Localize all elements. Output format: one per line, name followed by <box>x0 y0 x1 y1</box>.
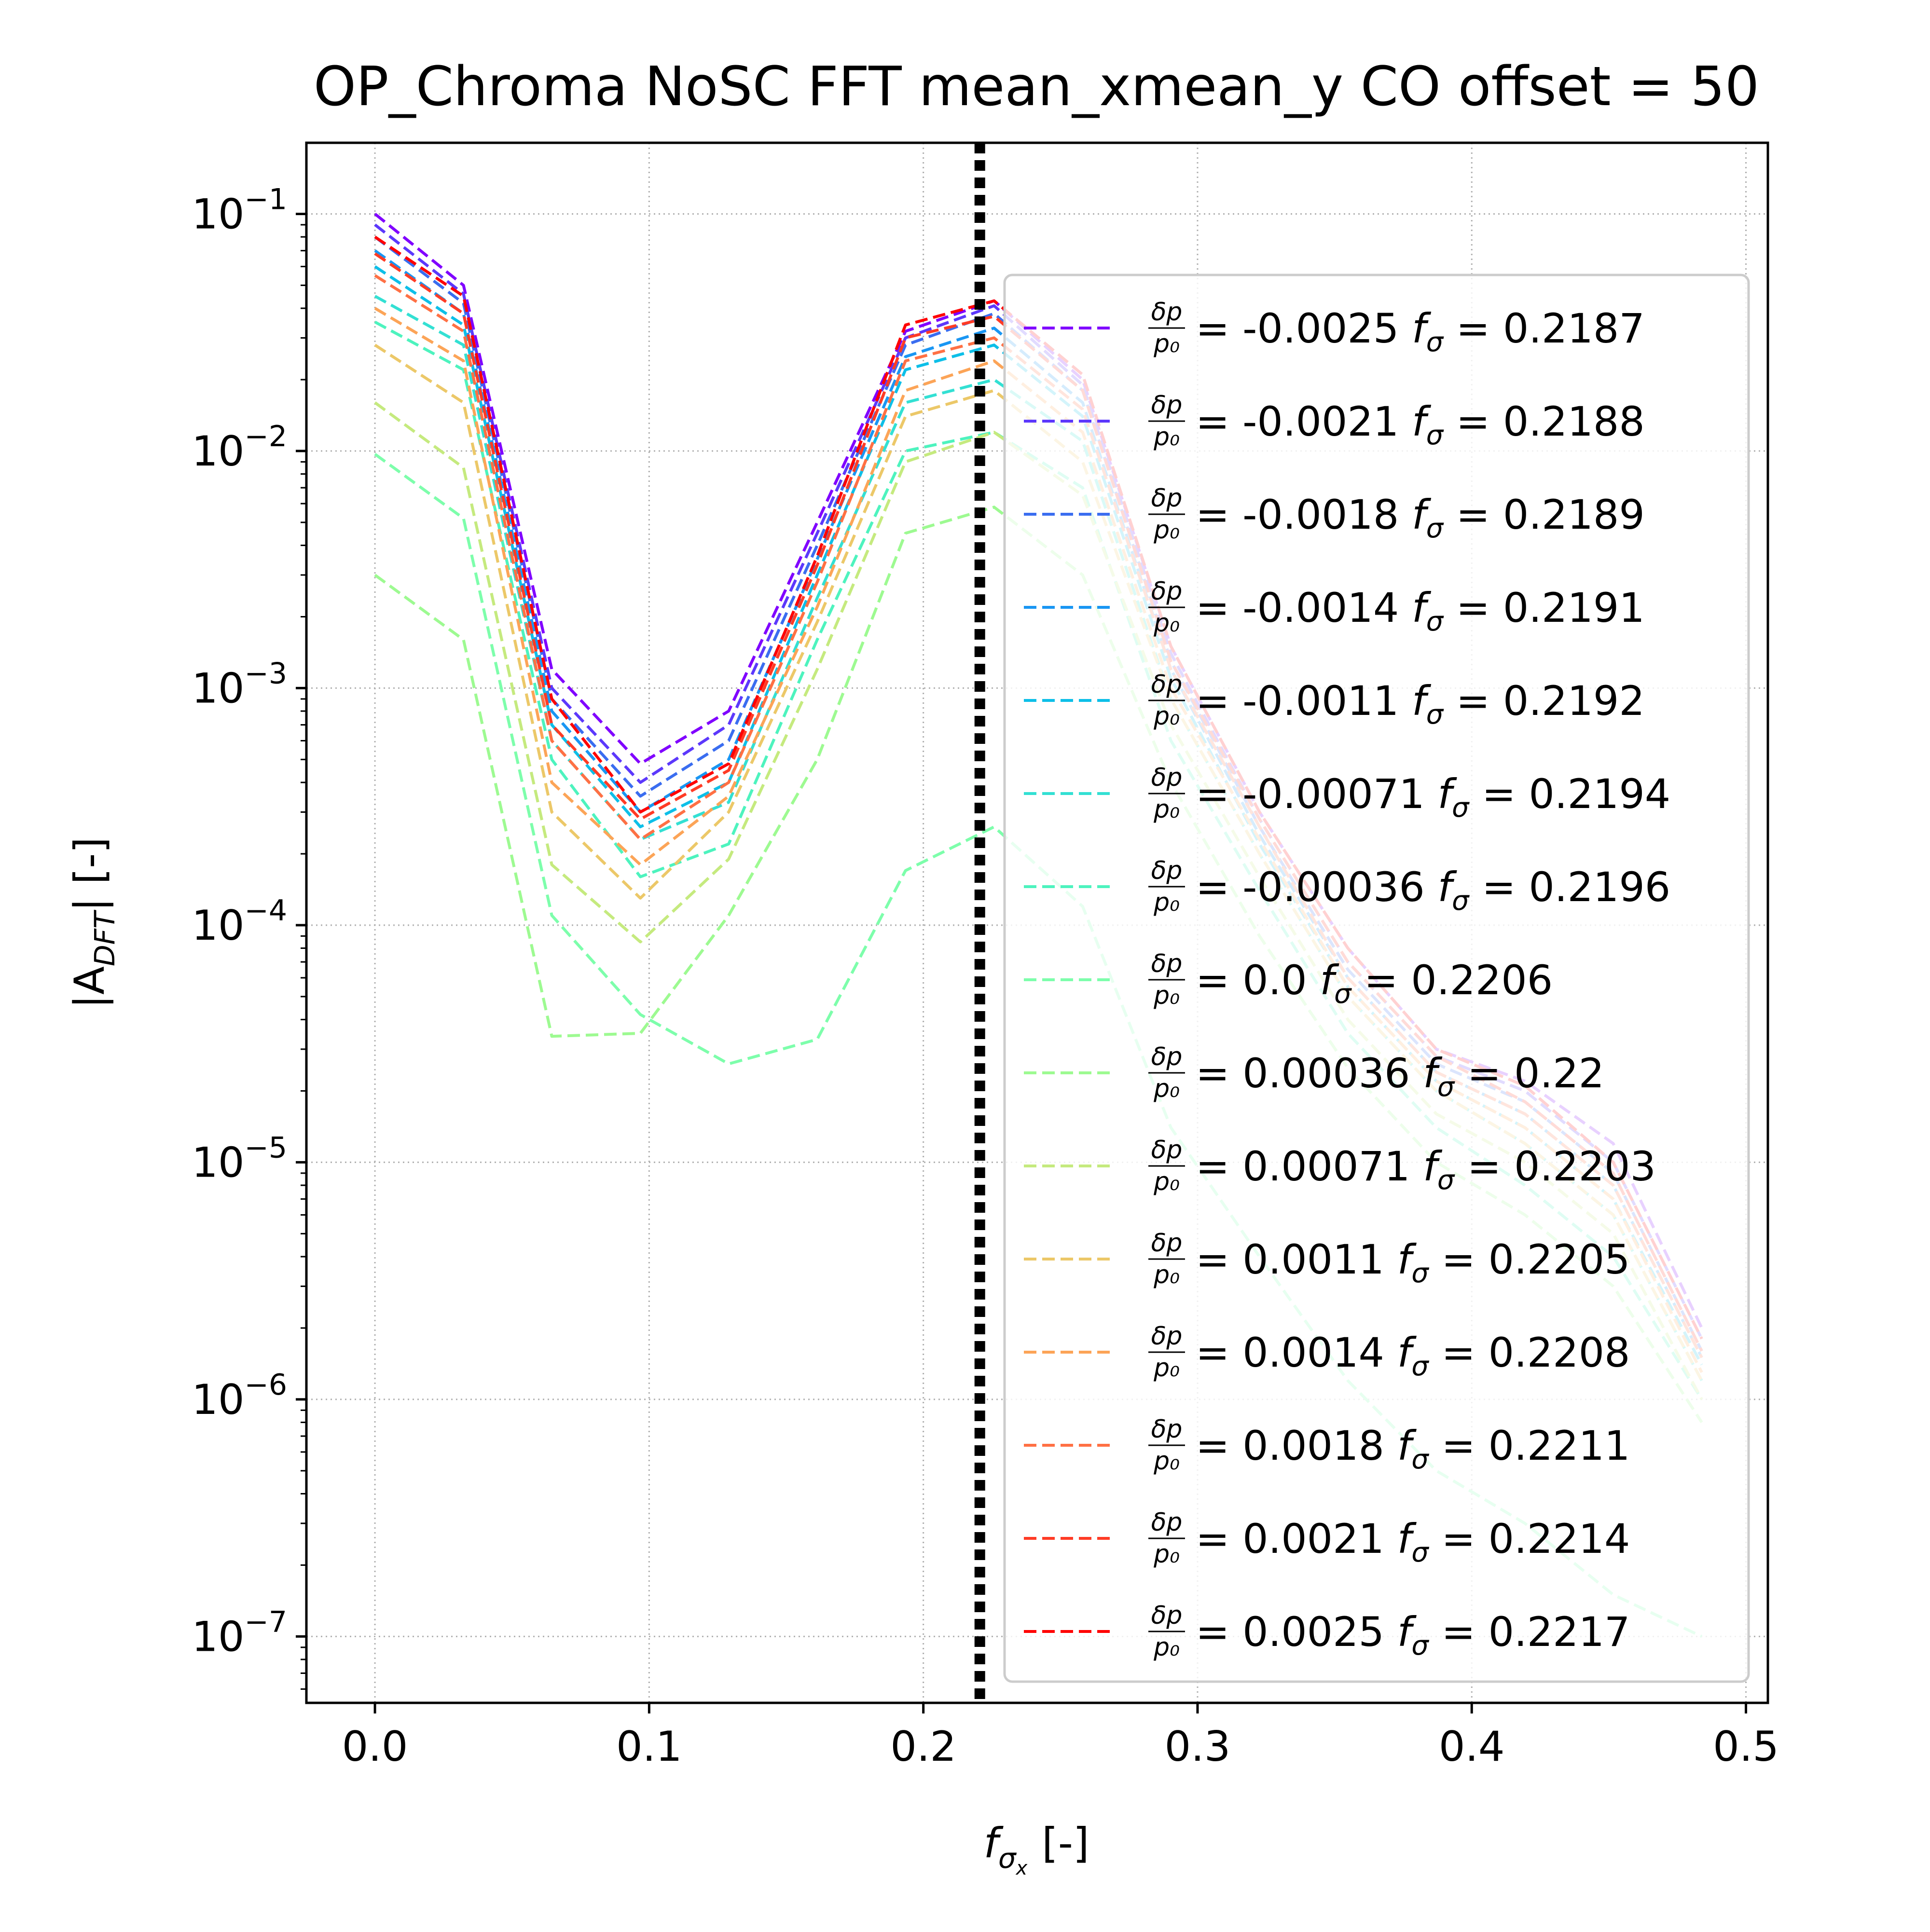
y-tick-label: 10−7 <box>192 1605 287 1661</box>
y-tick-label: 10−4 <box>192 894 287 950</box>
legend-label-7: = 0.0 fσ = 0.2206 <box>1196 957 1553 1010</box>
legend-frac-num: δp <box>1151 1042 1183 1071</box>
legend-label-0: = -0.0025 fσ = 0.2187 <box>1196 305 1645 358</box>
legend-label-1: = -0.0021 fσ = 0.2188 <box>1196 398 1645 451</box>
x-tick-label: 0.5 <box>1713 1723 1779 1771</box>
legend-box <box>1003 274 1750 1683</box>
y-axis-label-main: |A <box>66 966 114 1009</box>
legend-label-3: = -0.0014 fσ = 0.2191 <box>1196 584 1645 637</box>
legend-frac-den: p₀ <box>1153 609 1180 638</box>
legend-frac-den: p₀ <box>1153 1447 1180 1476</box>
x-axis-label-unit: [-] <box>1042 1819 1089 1867</box>
legend-frac-num: δp <box>1151 1415 1183 1444</box>
legend-label-4: = -0.0011 fσ = 0.2192 <box>1196 677 1645 730</box>
legend-label-2: = -0.0018 fσ = 0.2189 <box>1196 491 1645 544</box>
y-tick-label: 10−6 <box>192 1368 287 1424</box>
legend-frac-num: δp <box>1151 1601 1183 1630</box>
legend-frac-num: δp <box>1151 856 1183 885</box>
y-axis-label-end: | [-] <box>66 837 114 911</box>
y-axis-label-sub: DFT <box>88 909 121 966</box>
legend-frac-den: p₀ <box>1153 423 1180 452</box>
legend-frac-den: p₀ <box>1153 329 1180 358</box>
series-line-9 <box>374 401 1703 1400</box>
ticks-layer: 0.0 0.1 0.2 0.3 0.4 0.5 10−1 10−2 10−3 10−4 10−5 10… <box>192 182 1779 1771</box>
legend-label-9: = 0.00071 fσ = 0.2203 <box>1196 1143 1656 1196</box>
legend-label-8: = 0.00036 fσ = 0.22 <box>1196 1050 1604 1103</box>
legend-frac-den: p₀ <box>1153 888 1180 917</box>
y-tick-label: 10−5 <box>192 1131 287 1187</box>
y-axis-label: |ADFT| [-] <box>66 837 121 1009</box>
legend-frac-num: δp <box>1151 1229 1183 1258</box>
legend-frac-den: p₀ <box>1153 702 1180 731</box>
legend-frac-den: p₀ <box>1153 1540 1180 1569</box>
x-axis-label-subsub: x <box>1015 1857 1028 1879</box>
x-tick-label: 0.1 <box>616 1723 682 1771</box>
legend-frac-den: p₀ <box>1153 1074 1180 1103</box>
legend-frac-den: p₀ <box>1153 795 1180 824</box>
legend-frac-num: δp <box>1151 484 1183 513</box>
legend-frac-num: δp <box>1151 298 1183 327</box>
series-line-6 <box>374 320 1703 1400</box>
legend-frac-num: δp <box>1151 763 1183 792</box>
legend-label-12: = 0.0018 fσ = 0.2211 <box>1196 1422 1630 1475</box>
legend-label-14: = 0.0025 fσ = 0.2217 <box>1196 1608 1630 1661</box>
y-tick-label: 10−2 <box>192 420 287 476</box>
legend-frac-num: δp <box>1151 1508 1183 1537</box>
x-tick-label: 0.0 <box>342 1723 408 1771</box>
x-axis-label-sub: σ <box>998 1842 1017 1875</box>
y-tick-label: 10−3 <box>192 657 287 713</box>
legend-label-6: = -0.00036 fσ = 0.2196 <box>1196 863 1670 917</box>
legend-frac-den: p₀ <box>1153 516 1180 545</box>
x-tick-label: 0.3 <box>1165 1723 1231 1771</box>
legend-label-10: = 0.0011 fσ = 0.2205 <box>1196 1236 1630 1289</box>
x-tick-label: 0.4 <box>1439 1723 1505 1771</box>
legend-frac-num: δp <box>1151 949 1183 978</box>
x-axis-label: fσx[-] <box>984 1819 1089 1879</box>
plot-frame <box>305 141 1769 1704</box>
legend-frac-den: p₀ <box>1153 1167 1180 1196</box>
legend-frac-num: δp <box>1151 391 1183 420</box>
legend-frac-den: p₀ <box>1153 1633 1180 1662</box>
legend-frac-num: δp <box>1151 1322 1183 1351</box>
legend-frac-den: p₀ <box>1153 981 1180 1010</box>
legend-frac-num: δp <box>1151 577 1183 606</box>
y-tick-label: 10−1 <box>192 182 287 238</box>
legend-frac-den: p₀ <box>1153 1354 1180 1383</box>
legend-frac-num: δp <box>1151 1136 1183 1165</box>
legend-label-5: = -0.00071 fσ = 0.2194 <box>1196 770 1670 823</box>
chart-title: OP_Chroma NoSC FFT mean_xmean_y CO offse… <box>314 55 1759 118</box>
legend-frac-den: p₀ <box>1153 1261 1180 1289</box>
legend-frac-num: δp <box>1151 670 1183 699</box>
x-tick-label: 0.2 <box>890 1723 956 1771</box>
